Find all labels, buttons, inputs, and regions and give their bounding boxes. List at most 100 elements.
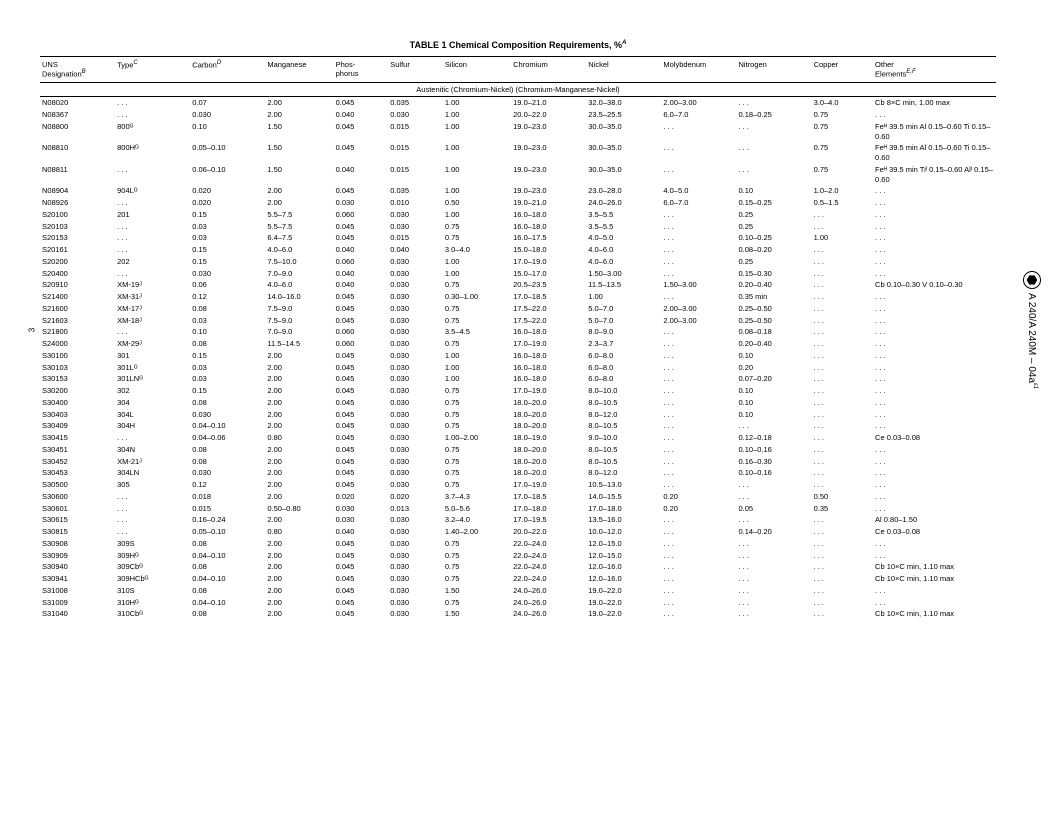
cell-type: . . . <box>115 326 190 338</box>
table-row: S30153301LNᴳ0.032.000.0450.0301.0016.0–1… <box>40 373 996 385</box>
cell-mo: 0.20 <box>661 503 736 515</box>
cell-other: . . . <box>873 491 996 503</box>
table-row: N08810800Hᴳ0.05–0.101.500.0450.0151.0019… <box>40 142 996 164</box>
cell-mo: 0.20 <box>661 491 736 503</box>
column-header: Manganese <box>265 57 333 83</box>
cell-mn: 2.00 <box>265 573 333 585</box>
cell-ni: 6.0–8.0 <box>586 350 661 362</box>
cell-cu: . . . <box>812 597 873 609</box>
cell-p: 0.020 <box>334 491 389 503</box>
cell-si: 3.5–4.5 <box>443 326 511 338</box>
cell-si: 3.2–4.0 <box>443 514 511 526</box>
cell-other: . . . <box>873 256 996 268</box>
cell-p: 0.045 <box>334 291 389 303</box>
sidebar-standard-label: ⬢ A 240/A 240M – 04aε1 <box>1023 271 1041 389</box>
cell-ni: 6.0–8.0 <box>586 373 661 385</box>
cell-other: Cb 10×C min, 1.10 max <box>873 561 996 573</box>
cell-cr: 17.0–19.0 <box>511 385 586 397</box>
cell-c: 0.030 <box>190 109 265 121</box>
cell-other: . . . <box>873 350 996 362</box>
cell-mn: 2.00 <box>265 185 333 197</box>
cell-p: 0.060 <box>334 256 389 268</box>
table-row: N08811. . .0.06–0.101.500.0400.0151.0019… <box>40 164 996 186</box>
cell-type: . . . <box>115 232 190 244</box>
cell-mn: 7.0–9.0 <box>265 326 333 338</box>
cell-n: . . . <box>736 585 811 597</box>
cell-si: 1.00 <box>443 164 511 186</box>
cell-mn: 2.00 <box>265 350 333 362</box>
cell-mo: . . . <box>661 597 736 609</box>
cell-s: 0.030 <box>388 209 443 221</box>
table-row: S21603XM-18ᴶ0.037.5–9.00.0450.0300.7517.… <box>40 315 996 327</box>
cell-ni: 24.0–26.0 <box>586 197 661 209</box>
cell-ni: 8.0–9.0 <box>586 326 661 338</box>
cell-mn: 2.00 <box>265 385 333 397</box>
cell-si: 0.75 <box>443 467 511 479</box>
cell-uns: S30815 <box>40 526 115 538</box>
cell-type: 310S <box>115 585 190 597</box>
cell-s: 0.030 <box>388 338 443 350</box>
cell-cu: . . . <box>812 326 873 338</box>
cell-cr: 18.0–19.0 <box>511 432 586 444</box>
cell-cu: 0.75 <box>812 142 873 164</box>
cell-other: . . . <box>873 244 996 256</box>
cell-other: . . . <box>873 456 996 468</box>
cell-other: . . . <box>873 397 996 409</box>
cell-other: . . . <box>873 338 996 350</box>
column-header: Chromium <box>511 57 586 83</box>
cell-ni: 5.0–7.0 <box>586 303 661 315</box>
cell-mn: 11.5–14.5 <box>265 338 333 350</box>
table-row: S20161. . .0.154.0–6.00.0400.0403.0–4.01… <box>40 244 996 256</box>
cell-ni: 3.5–5.5 <box>586 221 661 233</box>
cell-mo: 6.0–7.0 <box>661 197 736 209</box>
cell-cr: 18.0–20.0 <box>511 444 586 456</box>
column-header: CarbonD <box>190 57 265 83</box>
cell-other: . . . <box>873 326 996 338</box>
cell-mn: 2.00 <box>265 97 333 109</box>
cell-cr: 22.0–24.0 <box>511 561 586 573</box>
cell-mn: 2.00 <box>265 456 333 468</box>
cell-s: 0.030 <box>388 444 443 456</box>
cell-uns: S21400 <box>40 291 115 303</box>
table-row: S302003020.152.000.0450.0300.7517.0–19.0… <box>40 385 996 397</box>
cell-type: 310Cbᴳ <box>115 608 190 620</box>
cell-n: 0.10–0.25 <box>736 232 811 244</box>
table-header: UNSDesignationBTypeCCarbonDManganesePhos… <box>40 57 996 83</box>
cell-mn: 2.00 <box>265 538 333 550</box>
cell-type: XM-18ᴶ <box>115 315 190 327</box>
standard-code: A 240/A 240M – 04aε1 <box>1026 293 1038 389</box>
cell-ni: 11.5–13.5 <box>586 279 661 291</box>
cell-mo: 2.00–3.00 <box>661 315 736 327</box>
cell-other: . . . <box>873 420 996 432</box>
cell-s: 0.035 <box>388 185 443 197</box>
cell-mo: 2.00–3.00 <box>661 97 736 109</box>
cell-ni: 32.0–38.0 <box>586 97 661 109</box>
cell-mo: . . . <box>661 121 736 143</box>
cell-s: 0.030 <box>388 109 443 121</box>
cell-p: 0.040 <box>334 526 389 538</box>
cell-s: 0.030 <box>388 514 443 526</box>
cell-type: 310Hᴳ <box>115 597 190 609</box>
cell-other: Cb 8×C min, 1.00 max <box>873 97 996 109</box>
cell-type: XM-19ᴶ <box>115 279 190 291</box>
cell-ni: 8.0–12.0 <box>586 409 661 421</box>
cell-p: 0.045 <box>334 608 389 620</box>
cell-si: 1.00 <box>443 121 511 143</box>
cell-cu: . . . <box>812 585 873 597</box>
cell-mn: 6.4–7.5 <box>265 232 333 244</box>
cell-n: 0.16–0.30 <box>736 456 811 468</box>
cell-c: 0.04–0.10 <box>190 550 265 562</box>
cell-p: 0.030 <box>334 197 389 209</box>
cell-mo: . . . <box>661 338 736 350</box>
cell-si: 0.75 <box>443 479 511 491</box>
cell-mn: 2.00 <box>265 397 333 409</box>
cell-type: 800Hᴳ <box>115 142 190 164</box>
cell-other: . . . <box>873 597 996 609</box>
cell-n: . . . <box>736 491 811 503</box>
cell-mn: 2.00 <box>265 409 333 421</box>
cell-s: 0.030 <box>388 303 443 315</box>
column-header: Nickel <box>586 57 661 83</box>
page-number: 3 <box>28 328 37 332</box>
table-row: S20400. . .0.0307.0–9.00.0400.0301.0015.… <box>40 268 996 280</box>
cell-mn: 7.5–9.0 <box>265 303 333 315</box>
